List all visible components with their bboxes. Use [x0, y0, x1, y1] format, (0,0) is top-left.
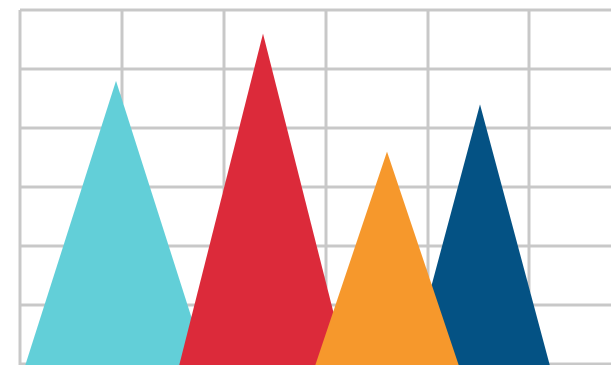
triangle-bar: [410, 104, 550, 365]
triangle-bar: [25, 80, 207, 365]
triangle-bar: [179, 33, 347, 365]
triangle-bar: [315, 151, 459, 365]
